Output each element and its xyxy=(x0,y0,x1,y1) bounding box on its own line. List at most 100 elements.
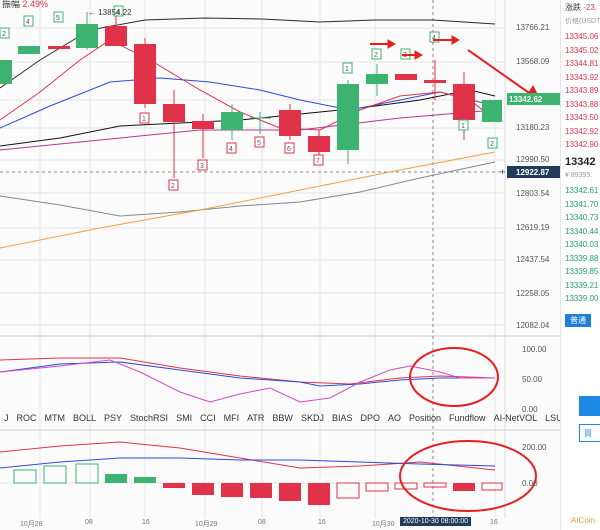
indicator-tab-dpo[interactable]: DPO xyxy=(360,413,380,423)
crosshair-plus-icon[interactable]: + xyxy=(500,167,505,177)
bid-price[interactable]: 13339.85 xyxy=(565,267,599,276)
price-axis: 13766.21 13568.09 13180.23 12990.50 12803.54… xyxy=(516,23,550,330)
indicator-tab-stochrsi[interactable]: StochRSI xyxy=(130,413,169,423)
indicator-tab-bias[interactable]: BIAS xyxy=(331,413,353,423)
count-tag xyxy=(254,136,265,148)
count-tag xyxy=(313,154,324,166)
candle-down[interactable] xyxy=(395,74,417,80)
bid-price[interactable]: 13340.44 xyxy=(565,226,599,236)
count-tag xyxy=(226,142,237,154)
count-tag xyxy=(458,119,469,131)
candle-up[interactable] xyxy=(366,64,388,96)
amplitude-value: 2.49% xyxy=(22,0,49,9)
bid-price[interactable]: 13340.73 xyxy=(565,213,599,222)
indicator-tab-position[interactable]: Position xyxy=(409,413,442,423)
ask-price[interactable]: 13345.06 xyxy=(565,32,599,41)
price-axis-label: 13766.21 xyxy=(516,23,550,32)
ask-price[interactable]: 13343.88 xyxy=(565,99,599,109)
oscillator-1-axis: 100.00 50.00 0.00 xyxy=(522,345,547,414)
indicator-tab-fundflow[interactable]: Fundflow xyxy=(449,413,486,423)
candle-up[interactable] xyxy=(221,104,243,140)
candle-down[interactable] xyxy=(192,114,214,158)
crosshair-price-badge xyxy=(507,166,560,178)
indicator-tab-ai-netvol[interactable]: AI-NetVOL xyxy=(493,413,538,423)
candle-doji[interactable] xyxy=(250,112,271,134)
count-tag xyxy=(197,159,208,171)
indicator-tab-mfi[interactable]: MFI xyxy=(223,413,240,423)
oscillator-2-axis-label: 0.00 xyxy=(522,479,538,488)
indicator-tab-mtm[interactable]: MTM xyxy=(44,413,66,423)
count-tag-label: 4 xyxy=(432,35,436,42)
candle-up[interactable] xyxy=(482,100,502,122)
count-tag-label: 4 xyxy=(26,19,30,26)
candles[interactable] xyxy=(0,8,502,178)
candle-up[interactable] xyxy=(76,12,98,50)
count-tag xyxy=(0,27,10,39)
trade-button[interactable] xyxy=(579,396,600,416)
candle-down[interactable] xyxy=(279,104,301,140)
time-axis-label: 08 xyxy=(258,519,266,526)
ma-gray-line xyxy=(0,161,496,217)
price-axis-label: 13180.23 xyxy=(516,123,550,132)
indicator-tab-atr[interactable]: ATR xyxy=(247,413,265,423)
bid-price[interactable]: 13339.21 xyxy=(565,280,599,290)
order-type-tab[interactable]: 普通 xyxy=(565,314,591,327)
count-tag-label: 2 xyxy=(374,52,378,59)
bid-price[interactable]: 13339.88 xyxy=(565,253,599,263)
indicator-tab-bbw[interactable]: BBW xyxy=(272,413,293,423)
oscillator-1-axis-label: 100.00 xyxy=(522,345,547,354)
candle-up[interactable] xyxy=(0,60,12,84)
ask-price[interactable]: 13342.92 xyxy=(565,126,599,136)
change-value: -23. xyxy=(583,3,598,12)
count-tag-label: 2 xyxy=(2,31,6,38)
ask-price[interactable]: 13343.89 xyxy=(565,86,599,95)
indicator-tabs: J ROC MTM BOLL PSY StochRSI SMI CCI MFI ATR BBW SKD… xyxy=(0,406,600,430)
indicator-tab-lsur[interactable]: LSUR xyxy=(545,413,570,423)
count-tag-label: 3 xyxy=(200,163,204,170)
indicator-tab-smi[interactable]: SMI xyxy=(176,413,193,423)
indicator-tab-j[interactable]: J xyxy=(4,413,9,423)
candle-up[interactable] xyxy=(337,80,359,164)
count-tag xyxy=(168,179,179,191)
candle-down[interactable] xyxy=(134,38,156,108)
ma-black-line xyxy=(0,89,496,147)
candle-down[interactable] xyxy=(163,90,185,178)
ask-price[interactable]: 13345.02 xyxy=(565,45,599,55)
time-axis-label: 08 xyxy=(85,519,93,526)
bid-price[interactable]: 13339.00 xyxy=(565,294,599,303)
indicator-tab-roc[interactable]: ROC xyxy=(16,413,37,423)
candle-down[interactable] xyxy=(424,60,446,100)
ask-price[interactable]: 13343.50 xyxy=(565,113,599,122)
buy-button[interactable]: 買 xyxy=(579,424,600,442)
time-axis-label: 16 xyxy=(490,519,498,526)
price-axis-label: 12082.04 xyxy=(516,321,550,330)
indicator-tab-psy[interactable]: PSY xyxy=(104,413,123,423)
time-axis-label: 10月28 xyxy=(20,521,43,528)
chart-canvas[interactable]: 12345671234122454 13766.2113568.0913180.… xyxy=(0,0,560,530)
high-price-value: 13854.22 xyxy=(98,8,132,17)
ask-price[interactable]: 13344.81 xyxy=(565,59,599,68)
crosshair-time-label: 2020-10-30 08:00:00 xyxy=(400,517,471,526)
count-tag-label: 5 xyxy=(257,140,261,147)
crosshair-price-label: 12922.87 xyxy=(516,168,550,177)
oscillator-1-axis-label: 50.00 xyxy=(522,375,543,384)
indicator-tab-ao[interactable]: AO xyxy=(387,413,401,423)
bid-price[interactable]: 13342.61 xyxy=(565,186,599,195)
bid-price[interactable]: 13341.70 xyxy=(565,199,599,209)
ask-price[interactable]: 13342.90 xyxy=(565,140,599,149)
time-axis: 10月28 08 16 10月29 08 16 10月30 16 xyxy=(0,518,505,530)
indicator-tab-cci[interactable]: CCI xyxy=(200,413,216,423)
current-price-badge xyxy=(507,93,560,105)
candle-down[interactable] xyxy=(308,130,330,156)
oscillator-1-axis-label: 0.00 xyxy=(522,405,538,414)
amplitude-readout: 振幅 2.49% xyxy=(2,0,48,10)
candle-count-labels: 12345671234122454 xyxy=(0,5,498,191)
indicator-tab-skdj[interactable]: SKDJ xyxy=(300,413,324,423)
indicator-tab-boll[interactable]: BOLL xyxy=(73,413,97,423)
candle-down[interactable] xyxy=(48,46,70,49)
count-tag-label: 2 xyxy=(171,183,175,190)
bid-price[interactable]: 13340.03 xyxy=(565,240,599,249)
ask-price[interactable]: 13343.92 xyxy=(565,72,599,82)
candle-up[interactable] xyxy=(18,46,40,54)
